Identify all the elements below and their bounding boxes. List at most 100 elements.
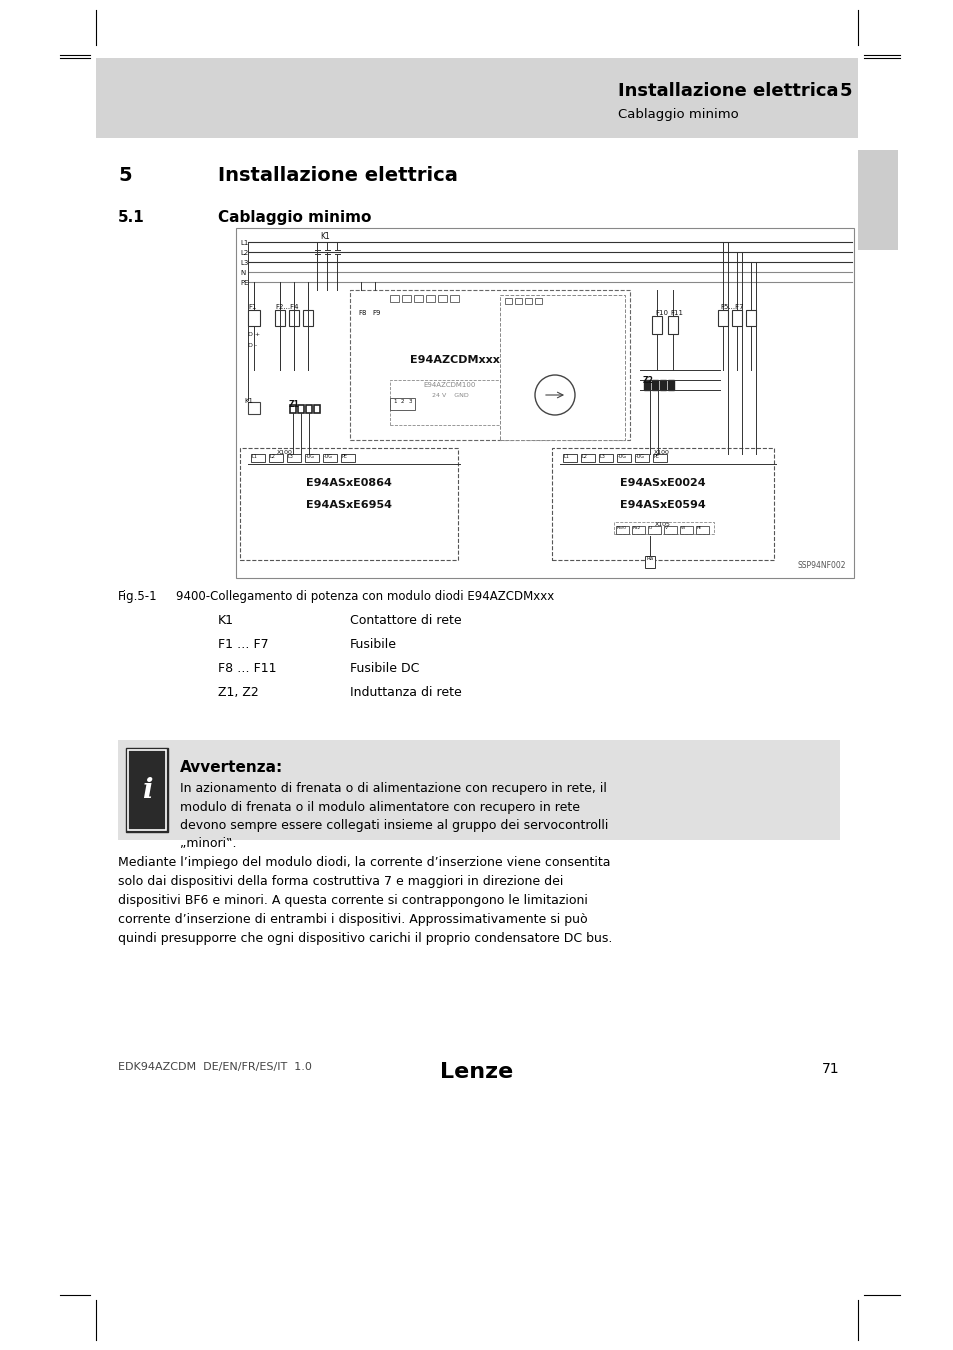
Bar — [240, 448, 457, 560]
Text: -UG: -UG — [636, 454, 644, 459]
Bar — [248, 402, 260, 414]
Bar — [290, 405, 295, 413]
Bar — [535, 298, 541, 304]
Bar — [426, 296, 435, 302]
Text: L2: L2 — [240, 250, 248, 256]
Text: Fig.5-1: Fig.5-1 — [118, 590, 157, 603]
Text: i: i — [142, 776, 152, 803]
Text: PE: PE — [654, 454, 659, 459]
Bar — [857, 150, 897, 250]
Bar — [390, 296, 398, 302]
Text: PE: PE — [697, 526, 701, 531]
Text: L3: L3 — [288, 454, 294, 459]
Bar — [289, 310, 298, 325]
Text: X100: X100 — [276, 450, 293, 455]
Text: D -: D - — [248, 343, 257, 348]
Text: E94ASxE6954: E94ASxE6954 — [306, 500, 392, 510]
Bar — [355, 316, 366, 333]
Text: F11: F11 — [669, 310, 682, 316]
Bar — [515, 298, 521, 304]
Text: Avvertenza:: Avvertenza: — [180, 760, 283, 775]
Text: 5: 5 — [118, 166, 132, 185]
Bar — [562, 454, 577, 462]
Text: E94ASxE0594: E94ASxE0594 — [619, 500, 705, 510]
Text: 24 V    GND: 24 V GND — [431, 393, 468, 398]
Text: EDK94AZCDM  DE/EN/FR/ES/IT  1.0: EDK94AZCDM DE/EN/FR/ES/IT 1.0 — [118, 1062, 312, 1072]
Bar — [126, 748, 168, 832]
Text: Z1, Z2: Z1, Z2 — [218, 686, 258, 699]
Bar — [251, 454, 265, 462]
Text: PE: PE — [240, 279, 248, 286]
Text: U: U — [648, 526, 652, 531]
Bar — [274, 310, 285, 325]
Text: K1: K1 — [244, 398, 253, 404]
Bar — [718, 310, 727, 325]
Bar — [731, 310, 741, 325]
Bar — [667, 316, 678, 333]
Bar — [745, 310, 755, 325]
Text: F5...F7: F5...F7 — [720, 304, 742, 310]
Bar — [598, 454, 613, 462]
Bar — [370, 316, 379, 333]
Bar — [663, 526, 677, 535]
Text: F8 … F11: F8 … F11 — [218, 662, 276, 675]
Bar — [643, 379, 649, 390]
Bar — [652, 454, 666, 462]
Text: F9: F9 — [372, 310, 380, 316]
Bar — [552, 448, 773, 560]
Bar — [524, 298, 532, 304]
Text: 9400-Collegamento di potenza con modulo diodi E94AZCDMxxx: 9400-Collegamento di potenza con modulo … — [175, 590, 554, 603]
Text: F2...F4: F2...F4 — [274, 304, 298, 310]
Text: Z1: Z1 — [289, 400, 299, 409]
Text: Cablaggio minimo: Cablaggio minimo — [618, 108, 738, 122]
Bar — [679, 526, 692, 535]
Bar — [414, 296, 422, 302]
Text: SSP94NF002: SSP94NF002 — [797, 562, 845, 570]
Text: 3: 3 — [409, 400, 412, 404]
Text: Mediante l’impiego del modulo diodi, la corrente d’inserzione viene consentita
s: Mediante l’impiego del modulo diodi, la … — [118, 856, 612, 945]
Text: 1: 1 — [393, 400, 396, 404]
Text: Fusibile DC: Fusibile DC — [350, 662, 419, 675]
Text: Lenze: Lenze — [440, 1062, 513, 1081]
Bar — [499, 296, 624, 440]
Bar — [647, 526, 660, 535]
Bar — [306, 405, 312, 413]
Text: Rb/0: Rb/0 — [617, 526, 626, 531]
Text: L1: L1 — [240, 240, 248, 246]
Text: K1: K1 — [218, 614, 233, 626]
Text: 5.1: 5.1 — [118, 211, 145, 225]
Text: N: N — [240, 270, 245, 275]
Text: F1: F1 — [248, 304, 256, 310]
Bar — [235, 228, 853, 578]
Text: -UG: -UG — [324, 454, 333, 459]
Text: L2: L2 — [270, 454, 275, 459]
Bar — [248, 310, 260, 325]
Text: E94ASxE0024: E94ASxE0024 — [619, 478, 705, 487]
Text: Installazione elettrica: Installazione elettrica — [218, 166, 457, 185]
Text: V: V — [664, 526, 667, 531]
Bar — [269, 454, 283, 462]
Text: X105: X105 — [655, 522, 670, 526]
Text: In azionamento di frenata o di alimentazione con recupero in rete, il
modulo di : In azionamento di frenata o di alimentaz… — [180, 782, 608, 850]
Bar — [614, 522, 713, 535]
Text: Fusibile: Fusibile — [350, 639, 396, 651]
Text: W: W — [680, 526, 684, 531]
Text: -UG: -UG — [618, 454, 626, 459]
Text: L2: L2 — [581, 454, 587, 459]
Text: 5: 5 — [840, 82, 852, 100]
Text: X100: X100 — [654, 450, 669, 455]
Bar — [323, 454, 336, 462]
Text: F8: F8 — [357, 310, 366, 316]
Bar — [314, 405, 319, 413]
Bar — [118, 740, 840, 840]
Bar — [450, 296, 458, 302]
Text: K1: K1 — [319, 232, 330, 242]
Bar — [635, 454, 648, 462]
Bar — [303, 310, 313, 325]
Bar — [504, 298, 512, 304]
Bar — [437, 296, 447, 302]
Text: Installazione elettrica: Installazione elettrica — [618, 82, 838, 100]
Text: Ra2: Ra2 — [633, 526, 640, 531]
Text: F1 … F7: F1 … F7 — [218, 639, 269, 651]
Bar — [696, 526, 708, 535]
